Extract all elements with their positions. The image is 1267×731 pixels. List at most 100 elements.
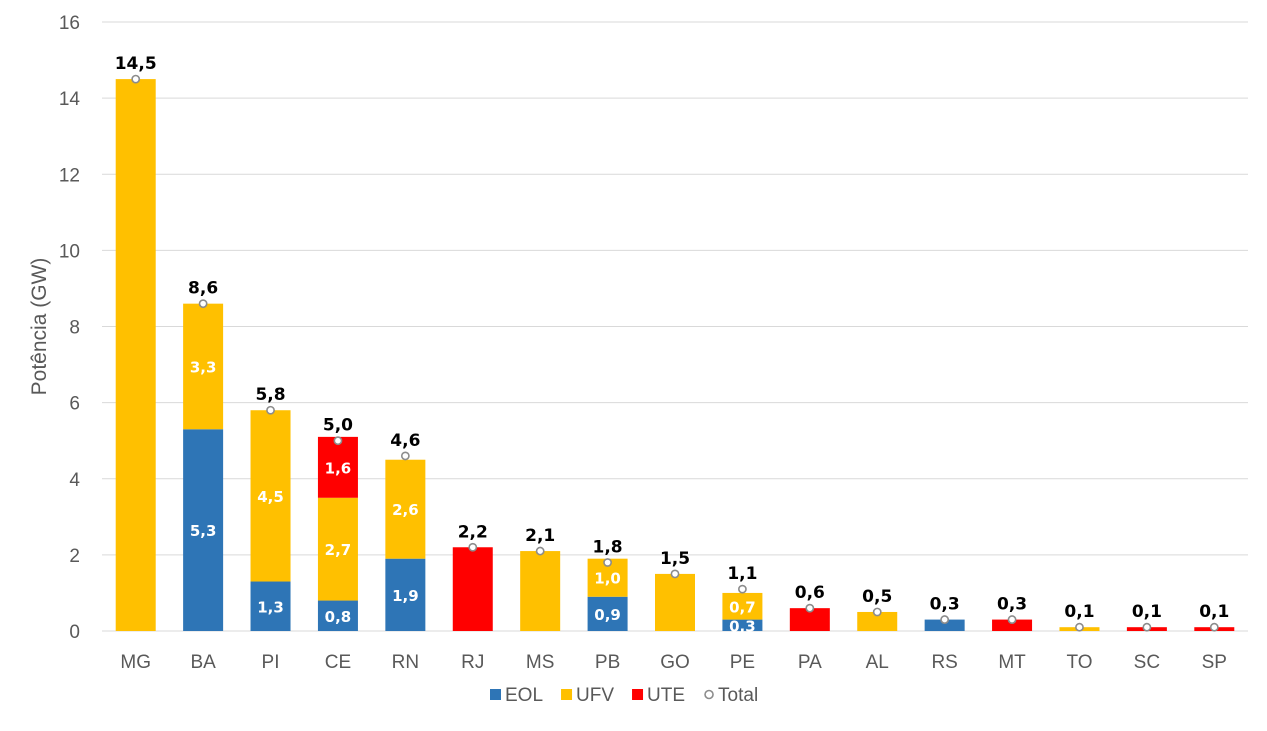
segment-label-ufv-rn: 2,6	[392, 501, 419, 519]
segment-label-ute-ce: 1,6	[325, 459, 352, 477]
bar-ufv-pi	[250, 410, 291, 582]
x-tick-mt: MT	[998, 652, 1026, 673]
total-marker-pa	[805, 603, 815, 613]
y-tick-14: 14	[59, 89, 81, 110]
bar-ufv-al	[857, 611, 898, 631]
total-marker-sc	[1142, 622, 1152, 632]
segment-labels: 5,3 3,3 1,3 4,5 0,8 2,7 1,6 1,9 2,6 0,9 1,0 0,30,7	[190, 358, 756, 635]
bar-ute-pa	[789, 608, 830, 631]
total-label-mt: 0,3	[997, 595, 1027, 615]
x-tick-pe: PE	[730, 652, 755, 673]
x-tick-pa: PA	[798, 652, 822, 673]
total-marker-go	[670, 569, 680, 579]
bar-eol-pi	[250, 581, 291, 631]
bars	[115, 79, 1235, 631]
y-tick-2: 2	[69, 546, 80, 567]
total-marker-pi	[266, 405, 275, 415]
x-tick-go: GO	[660, 652, 690, 673]
total-marker-to	[1075, 622, 1084, 632]
x-tick-ms: MS	[526, 652, 555, 673]
bar-eol-pb	[587, 596, 628, 631]
total-label-pb: 1,8	[593, 537, 623, 557]
total-marker-rj	[468, 542, 478, 552]
legend-label-eol: EOL	[505, 685, 543, 706]
total-marker-pe	[738, 584, 747, 594]
legend-label-ute: UTE	[647, 685, 685, 706]
total-markers: 14,5 8,6 5,8 5,0 4,6 2,2 2,1 1,8 1,5 1,1 0,6 0,5 0,3…	[115, 54, 1229, 632]
y-tick-0: 0	[69, 622, 80, 643]
y-tick-10: 10	[59, 241, 80, 262]
y-tick-16: 16	[59, 13, 80, 34]
segment-label-eol-pe: 0,3	[729, 617, 756, 635]
bar-eol-pe	[722, 619, 763, 631]
bar-ute-rj	[452, 547, 493, 631]
legend-label-ufv: UFV	[576, 685, 614, 706]
x-tick-al: AL	[866, 652, 889, 673]
segment-label-eol-pi: 1,3	[257, 598, 284, 616]
total-label-pi: 5,8	[255, 385, 285, 405]
total-label-ce: 5,0	[323, 416, 353, 436]
legend: EOL UFV UTE Total	[490, 685, 758, 706]
total-marker-al	[872, 607, 882, 617]
legend-swatch-ute	[632, 689, 644, 700]
total-marker-ba	[198, 299, 208, 309]
segment-label-eol-pb: 0,9	[594, 606, 621, 624]
bar-ufv-ms	[520, 551, 561, 631]
total-label-ba: 8,6	[188, 279, 218, 299]
segment-label-ufv-pi: 4,5	[257, 488, 284, 506]
total-label-rs: 0,3	[930, 595, 960, 615]
legend-swatch-ufv	[561, 689, 573, 700]
bar-eol-ce	[317, 600, 358, 631]
x-tick-to: TO	[1066, 652, 1092, 673]
bar-eol-rs	[924, 619, 965, 631]
total-label-mg: 14,5	[115, 54, 157, 74]
bar-ufv-ce	[317, 497, 358, 601]
total-label-rn: 4,6	[390, 431, 420, 451]
total-marker-rs	[940, 615, 950, 624]
total-label-sc: 0,1	[1132, 602, 1162, 622]
y-axis-label: Potência (GW)	[28, 258, 51, 396]
total-marker-mg	[131, 74, 141, 84]
bar-ute-ce	[317, 436, 358, 498]
segment-label-ufv-pb: 1,0	[594, 570, 621, 588]
bar-ufv-ba	[183, 303, 224, 430]
y-tick-8: 8	[69, 318, 80, 339]
total-label-sp: 0,1	[1199, 602, 1229, 622]
bar-ufv-pe	[722, 592, 763, 620]
x-tick-rs: RS	[931, 652, 957, 673]
x-tick-sp: SP	[1202, 652, 1227, 673]
x-tick-ba: BA	[190, 652, 216, 673]
legend-label-total: Total	[718, 685, 758, 706]
total-label-pe: 1,1	[727, 564, 757, 584]
total-label-rj: 2,2	[458, 522, 488, 542]
legend-swatch-eol	[490, 689, 501, 700]
bar-eol-rn	[385, 558, 426, 631]
total-label-go: 1,5	[660, 549, 690, 569]
y-tick-12: 12	[59, 165, 80, 186]
segment-label-eol-ba: 5,3	[190, 522, 217, 540]
total-label-ms: 2,1	[525, 526, 555, 546]
x-tick-ce: CE	[325, 652, 351, 673]
total-label-pa: 0,6	[795, 583, 825, 603]
segment-label-ufv-pe: 0,7	[729, 598, 756, 616]
total-label-al: 0,5	[862, 587, 892, 607]
bar-eol-ba	[183, 429, 224, 631]
bar-ute-mt	[992, 619, 1033, 631]
legend-swatch-total	[704, 689, 714, 700]
x-tick-rn: RN	[392, 652, 419, 673]
segment-label-eol-ce: 0,8	[325, 608, 352, 626]
x-tick-rj: RJ	[461, 652, 484, 673]
total-marker-pb	[603, 558, 612, 567]
total-marker-ms	[535, 546, 545, 556]
x-axis-ticks: MG BA PI CE RN RJ MS PB GO PE PA AL RS MT TO SC SP	[120, 652, 1227, 673]
total-marker-mt	[1007, 615, 1017, 624]
segment-label-ufv-ce: 2,7	[325, 541, 352, 559]
x-tick-mg: MG	[120, 652, 151, 673]
segment-label-ufv-ba: 3,3	[190, 358, 217, 376]
x-tick-pb: PB	[595, 652, 620, 673]
bar-ufv-go	[655, 573, 695, 631]
total-marker-ce	[333, 436, 343, 446]
segment-label-eol-rn: 1,9	[392, 587, 419, 605]
x-tick-pi: PI	[262, 652, 280, 673]
